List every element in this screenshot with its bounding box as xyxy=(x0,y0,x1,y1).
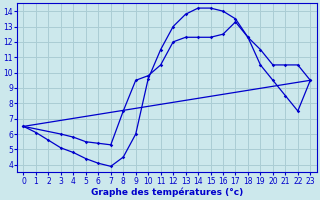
X-axis label: Graphe des températures (°c): Graphe des températures (°c) xyxy=(91,187,243,197)
